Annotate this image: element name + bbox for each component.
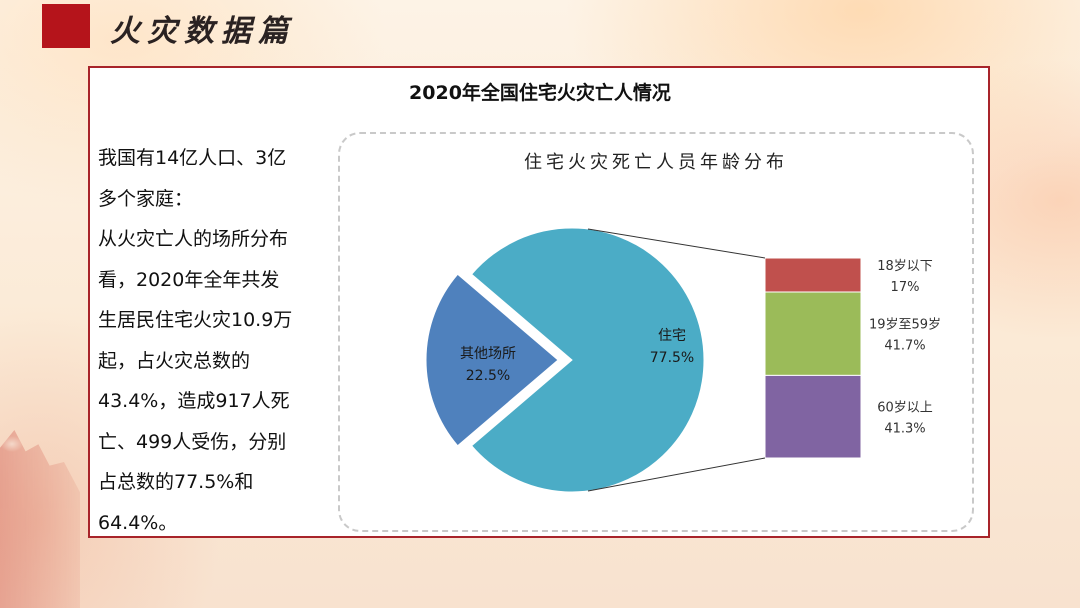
body-line: 占总数的77.5%和 <box>98 471 254 493</box>
body-line: 多个家庭： <box>98 187 194 210</box>
bar-segment-label: 19岁至59岁 <box>869 318 941 333</box>
body-line: 从火灾亡人的场所分布 <box>98 228 289 250</box>
bar-segment-value: 41.7% <box>884 339 925 354</box>
body-line: 亡、499人受伤，分别 <box>98 430 287 453</box>
pie-slice-label: 其他场所 <box>460 346 516 362</box>
body-line: 我国有14亿人口、3亿 <box>98 147 287 169</box>
connector-line <box>587 228 766 259</box>
bar-segment <box>764 374 862 459</box>
chart-title: 住宅火灾死亡人员年龄分布 <box>524 152 788 173</box>
header-accent-bar <box>42 4 90 48</box>
bar-segment <box>764 291 862 376</box>
panel-title: 2020年全国住宅火灾亡人情况 <box>409 82 671 104</box>
section-title: 火灾数据篇 <box>110 14 295 49</box>
body-line: 43.4%，造成917人死 <box>98 390 290 412</box>
bar-segment-label: 60岁以上 <box>877 401 933 416</box>
bar-segment-label: 18岁以下 <box>877 259 933 274</box>
bar-segment-value: 41.3% <box>884 422 925 437</box>
pie-slice-label: 住宅 <box>658 328 686 344</box>
body-line: 看，2020年全年共发 <box>98 268 280 291</box>
pie-slice-other <box>425 273 559 447</box>
body-line: 64.4%。 <box>98 511 178 534</box>
bar-segment-value: 17% <box>891 280 920 295</box>
pie-slice-value: 77.5% <box>650 350 694 366</box>
pie-slice-residential <box>470 227 705 493</box>
body-line: 生居民住宅火灾10.9万 <box>98 309 293 331</box>
connector-line <box>587 457 766 492</box>
body-text: 我国有14亿人口、3亿 多个家庭： 从火灾亡人的场所分布 看，2020年全年共发 生居民… <box>98 138 328 543</box>
body-line: 起，占火灾总数的 <box>98 349 251 372</box>
pie-slice-value: 22.5% <box>466 368 510 384</box>
bar-segment <box>764 257 862 293</box>
